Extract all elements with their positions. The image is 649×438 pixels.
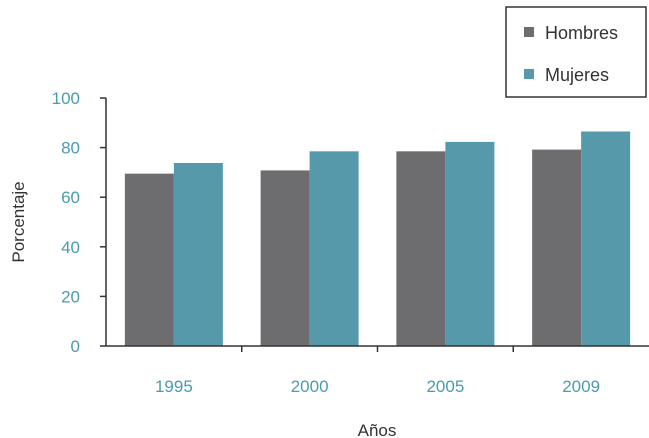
y-tick-label: 100 [52,89,80,108]
x-tick-label: 2005 [426,377,464,396]
bar-hombres-1995 [124,173,174,346]
bars-group [124,131,631,346]
x-tick-label: 2000 [291,377,329,396]
x-ticks-group: 1995 2000 2005 2009 [155,346,600,396]
legend-label-mujeres: Mujeres [545,65,609,85]
bar-mujeres-2005 [445,141,495,346]
x-axis-title: Años [358,421,397,438]
bar-hombres-2005 [396,151,446,346]
y-tick-label: 0 [71,337,80,356]
y-tick-label: 80 [61,139,80,158]
y-tick-label: 40 [61,238,80,257]
x-tick-label: 2009 [562,377,600,396]
bar-hombres-2009 [532,149,582,346]
bar-mujeres-1995 [173,162,223,346]
y-axis-title: Porcentaje [9,181,28,262]
bar-hombres-2000 [260,170,310,346]
bar-mujeres-2009 [581,131,631,346]
y-ticks-group: 0 20 40 60 80 100 [52,89,106,356]
legend-swatch-mujeres [524,69,534,79]
legend-swatch-hombres [524,27,534,37]
x-tick-label: 1995 [155,377,193,396]
legend-label-hombres: Hombres [545,23,618,43]
legend: Hombres Mujeres [505,6,647,98]
legend-box [505,6,647,98]
bar-mujeres-2000 [309,151,359,346]
y-tick-label: 60 [61,188,80,207]
y-tick-label: 20 [61,287,80,306]
